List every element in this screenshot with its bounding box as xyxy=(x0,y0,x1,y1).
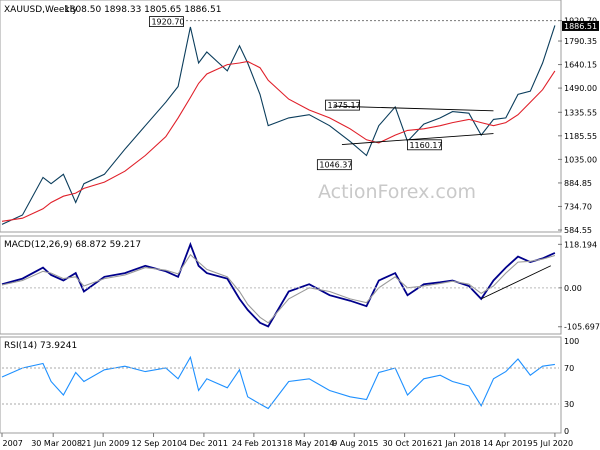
macd-y-tick-label: 0.00 xyxy=(564,284,582,293)
price-y-tick-label: 884.85 xyxy=(564,179,592,188)
price-panel xyxy=(0,0,562,233)
macd-series-1-line xyxy=(1,253,556,324)
x-tick-label: 14 Apr 2019 xyxy=(483,439,532,448)
x-tick-label: 12 Sep 2010 xyxy=(132,439,183,448)
price-series-0-line xyxy=(1,25,556,225)
rsi-series-layer xyxy=(1,355,555,410)
annotation-1046-box xyxy=(316,159,352,171)
macd-trendline xyxy=(480,265,552,300)
macd-series-0-line xyxy=(1,241,556,328)
x-tick-label: 7 Jan 2007 xyxy=(0,439,23,448)
annotation-1046-label: 1046.37 xyxy=(319,161,352,170)
last-price-label: 1886.51 xyxy=(564,22,597,31)
rsi-y-tick-label: 70 xyxy=(564,364,574,373)
annotation-1375-label: 1375.17 xyxy=(328,101,361,110)
annotation-1375-box xyxy=(325,99,360,111)
x-tick-label: 18 May 2014 xyxy=(282,439,334,448)
annotation-1160-box xyxy=(407,139,442,151)
rsi-y-tick-label: 100 xyxy=(564,337,579,346)
last-price-box xyxy=(562,20,599,31)
annotation-1920-label: 1920.70 xyxy=(151,18,184,27)
rsi-panel-title: RSI(14) 73.9241 xyxy=(4,341,77,351)
macd-series-layer xyxy=(1,241,556,328)
price-y-tick-label: 584.55 xyxy=(564,226,592,235)
rsi-panel xyxy=(0,336,562,434)
price-series-1-line xyxy=(1,60,556,222)
price-y-tick-label: 1640.15 xyxy=(564,61,597,70)
x-tick-label: 30 Oct 2016 xyxy=(383,439,432,448)
x-tick-label: 21 Jun 2009 xyxy=(81,439,129,448)
x-tick-label: 21 Jan 2018 xyxy=(433,439,481,448)
price-y-tick-label: 1035.00 xyxy=(564,155,597,164)
price-series-layer xyxy=(1,25,556,225)
x-tick-label: 24 Feb 2013 xyxy=(232,439,282,448)
watermark: ActionForex.com xyxy=(318,181,476,203)
macd-panel xyxy=(0,235,562,335)
x-tick-label: 4 Dec 2011 xyxy=(182,439,228,448)
price-y-tick-label: 1335.55 xyxy=(564,108,597,117)
annotation-layer: 1920.70 1375.17 1046.37 1160.17 xyxy=(149,16,559,300)
annotation-1920-box xyxy=(149,16,184,27)
price-y-tick-label: 1185.55 xyxy=(564,132,597,141)
x-tick-label: 5 Jul 2020 xyxy=(533,439,573,448)
x-tick-label: 30 Mar 2008 xyxy=(31,439,82,448)
annotation-1160-label: 1160.17 xyxy=(409,141,442,150)
x-tick-label: 9 Aug 2015 xyxy=(332,439,378,448)
lower-trendline xyxy=(341,133,494,145)
macd-y-tick-label: 118.194 xyxy=(564,240,597,249)
price-y-tick-label: 1790.35 xyxy=(564,37,597,46)
upper-trendline xyxy=(333,105,494,112)
price-y-tick-label: 1490.00 xyxy=(564,84,597,93)
rsi-series-0-line xyxy=(1,355,555,410)
price-panel-ohlc: 1808.50 1898.33 1805.65 1886.51 xyxy=(64,5,221,15)
price-panel-title: XAUUSD,Weekly xyxy=(4,5,78,15)
rsi-y-tick-label: 30 xyxy=(564,400,574,409)
macd-panel-title: MACD(12,26,9) 68.872 59.217 xyxy=(4,240,141,250)
axis-layer: 1920.70 1790.35 1640.15 1490.00 1335.55 1185.… xyxy=(0,17,600,448)
rsi-y-tick-label: 0 xyxy=(564,427,569,436)
price-y-tick-label: 734.70 xyxy=(564,202,592,211)
macd-y-tick-label: -105.697 xyxy=(564,323,600,332)
